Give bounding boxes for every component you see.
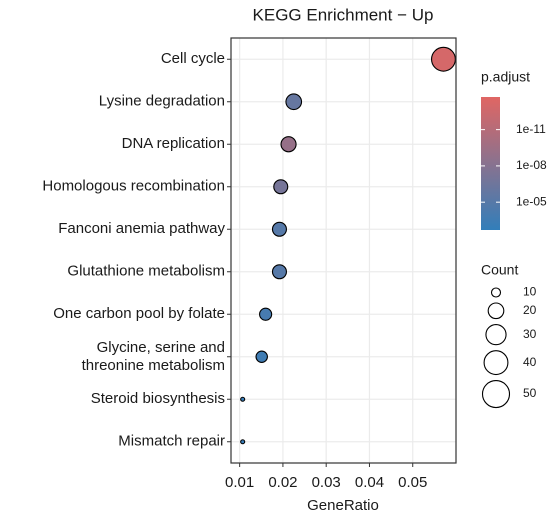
y-tick-label: One carbon pool by folate xyxy=(53,305,225,322)
y-tick-label: Fanconi anemia pathway xyxy=(58,220,225,237)
dot xyxy=(240,439,246,445)
x-axis-title: GeneRatio xyxy=(307,497,379,514)
dot xyxy=(280,136,297,153)
dot xyxy=(259,307,273,321)
y-tick-label: Glutathione metabolism xyxy=(67,263,225,280)
panel-background xyxy=(231,38,456,463)
y-tick-label: Cell cycle xyxy=(161,50,225,67)
dot xyxy=(255,350,268,363)
y-tick-label: Mismatch repair xyxy=(118,433,225,450)
size-legend-label: 10 xyxy=(523,285,537,299)
x-tick-label: 0.02 xyxy=(268,474,297,491)
y-tick-label: Lysine degradation xyxy=(99,93,225,110)
size-legend-label: 30 xyxy=(523,327,537,341)
dot xyxy=(430,46,456,72)
y-tick-label: DNA replication xyxy=(122,135,225,152)
y-tick-label: Homologous recombination xyxy=(42,178,225,195)
size-legend-title: Count xyxy=(481,262,518,278)
color-bar xyxy=(481,97,500,230)
size-legend-label: 40 xyxy=(523,355,537,369)
panel-border xyxy=(230,37,457,464)
chart-title: KEGG Enrichment − Up xyxy=(253,5,434,24)
size-legend-label: 20 xyxy=(523,303,537,317)
color-tick-label: 1e-05 xyxy=(516,194,547,208)
dot xyxy=(285,93,303,111)
dot xyxy=(271,264,287,280)
size-legend-key xyxy=(483,350,509,376)
x-tick-label: 0.01 xyxy=(225,474,254,491)
x-tick-label: 0.03 xyxy=(312,474,341,491)
color-legend-title: p.adjust xyxy=(481,69,530,85)
size-legend-key xyxy=(490,287,502,298)
size-legend-key xyxy=(485,324,507,346)
dot xyxy=(271,221,287,237)
x-tick-label: 0.04 xyxy=(355,474,384,491)
size-legend-key xyxy=(481,379,511,409)
dot xyxy=(273,179,289,195)
size-legend-label: 50 xyxy=(523,386,537,400)
y-tick-label: Steroid biosynthesis xyxy=(91,390,225,407)
dot xyxy=(240,396,246,402)
size-legend-key xyxy=(487,302,505,320)
x-tick-label: 0.05 xyxy=(398,474,427,491)
color-tick-label: 1e-11 xyxy=(516,122,546,136)
y-tick-label: Glycine, serine and threonine metabolism xyxy=(82,339,225,374)
color-tick-label: 1e-08 xyxy=(516,158,547,172)
